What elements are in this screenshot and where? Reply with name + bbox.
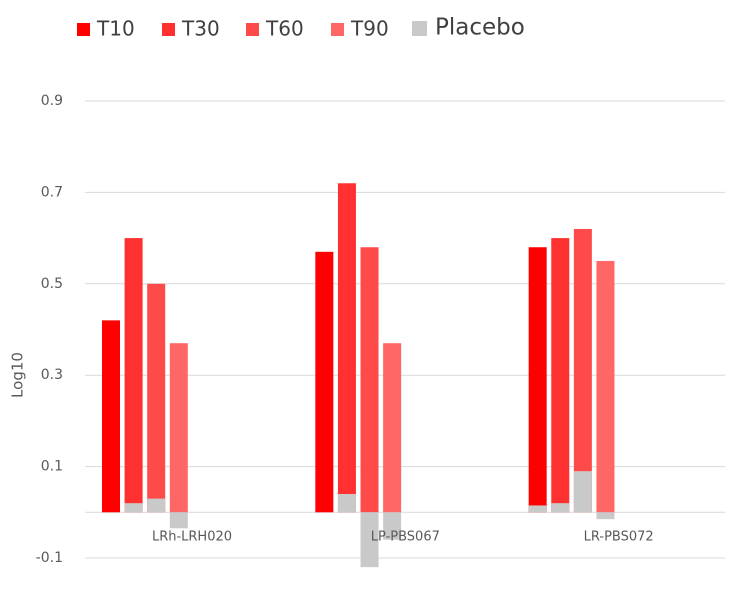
y-tick-label: 0.7: [41, 184, 63, 200]
bar: [337, 183, 356, 513]
x-tick-label: LP-PBS067: [371, 530, 440, 545]
bar: [147, 283, 166, 513]
y-tick-label: 0.1: [41, 459, 63, 475]
bar: [596, 260, 615, 513]
y-tick-label: 0.3: [41, 367, 63, 383]
x-tick-label: LRh-LRH020: [152, 530, 232, 545]
legend-swatch: [331, 23, 344, 36]
bar: [315, 251, 334, 513]
bar: [124, 238, 143, 513]
bar: [124, 503, 143, 513]
legend-label: Placebo: [435, 15, 525, 41]
bar: [169, 512, 188, 529]
x-tick-label: LR-PBS072: [584, 530, 654, 545]
bar: [360, 512, 379, 568]
legend-label: T60: [265, 17, 304, 41]
bar: [596, 512, 615, 520]
bar: [573, 471, 592, 513]
legend-label: T30: [181, 17, 220, 41]
y-tick-label: 0.5: [41, 276, 63, 292]
y-axis-label: Log10: [9, 352, 27, 398]
y-tick-label: -0.1: [36, 550, 63, 566]
bar: [528, 505, 547, 513]
y-tick-label: 0.9: [41, 93, 63, 109]
legend-label: T10: [96, 17, 135, 41]
bar: [383, 512, 402, 540]
bar: [147, 498, 166, 513]
bar: [551, 238, 570, 513]
bar: [383, 343, 402, 513]
bar: [169, 343, 188, 513]
legend-swatch: [412, 21, 427, 36]
legend-label: T90: [350, 17, 389, 41]
bar: [551, 503, 570, 513]
bar: [360, 247, 379, 513]
legend-swatch: [162, 23, 175, 36]
legend-swatch: [77, 23, 90, 36]
bar: [573, 228, 592, 513]
legend-swatch: [246, 23, 259, 36]
bar: [102, 320, 120, 513]
bar: [337, 494, 356, 513]
bar: [528, 247, 547, 513]
